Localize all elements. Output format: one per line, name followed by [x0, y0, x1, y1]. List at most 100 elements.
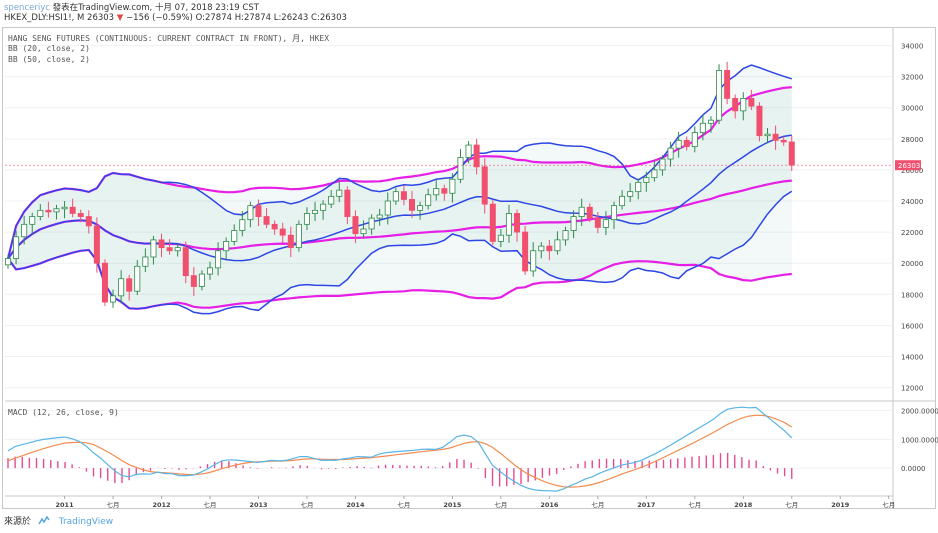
price-tick-label: 34000 [901, 43, 923, 51]
candle-up [659, 158, 666, 171]
candle-up [602, 219, 609, 228]
candle-up [465, 144, 472, 158]
candle-up [118, 278, 125, 297]
candle-down [255, 205, 262, 217]
footer: 來源於 TradingView [4, 514, 113, 527]
candle-up [740, 98, 747, 112]
candle-up [336, 189, 343, 197]
tradingview-logo-icon [38, 516, 50, 525]
candle-up [578, 206, 585, 217]
candle-down [724, 70, 731, 99]
candle-down [69, 206, 76, 214]
candle-up [150, 239, 157, 258]
macd-axis: 0.0000 1000.0000 2000.0000 [901, 408, 938, 474]
candle-up [457, 157, 464, 180]
price-tick-label: 32000 [901, 74, 923, 82]
candle-up [643, 177, 650, 183]
candle-up [295, 223, 302, 249]
candle-down [408, 199, 415, 211]
candle-up [392, 191, 399, 202]
candle-up [53, 208, 60, 213]
candle-up [611, 205, 618, 221]
candle-down [271, 223, 278, 230]
candle-down [287, 234, 294, 249]
candle-up [449, 178, 456, 194]
candle-up [29, 216, 36, 225]
candle-up [505, 213, 512, 236]
macd-legend: MACD (12, 26, close, 9) [8, 408, 119, 417]
candle-down [772, 133, 779, 141]
publish-info: 發表在TradingView.com, 十月 07, 2018 23:19 CS… [52, 3, 259, 13]
candle-up [538, 245, 545, 252]
signal-line [7, 414, 793, 488]
candle-up [247, 205, 254, 221]
candle-down [352, 216, 359, 235]
price-tick-label: 22000 [901, 229, 923, 237]
candle-down [756, 105, 763, 137]
chart-header: spenceriyc 發表在TradingView.com, 十月 07, 20… [0, 0, 938, 26]
bb50-legend: BB (50, close, 2) [8, 55, 90, 64]
bb20-mid-line [7, 134, 792, 262]
candle-down [400, 191, 407, 200]
candle-up [417, 205, 424, 211]
time-tick-label: 七月 [591, 500, 604, 509]
source-label: 來源於 [4, 517, 32, 527]
candle-up [215, 250, 222, 269]
macd-line [7, 406, 793, 492]
candle-up [562, 230, 569, 241]
time-tick-label: 2019 [831, 501, 850, 509]
bollinger-bands [6, 64, 793, 315]
candle-up [651, 169, 658, 179]
candle-down [489, 203, 496, 242]
candle-up [360, 228, 367, 235]
bollinger-band-fill [8, 65, 792, 314]
candle-up [530, 250, 537, 272]
candle-down [126, 278, 133, 292]
candle-up [384, 200, 391, 216]
time-axis: 2011 七月 2012 七月 2013 七月 2014 七月 2015 七月 2016 七月 2017… [5, 495, 895, 509]
symbol-label: HKEX_DLY:HSI1!, M [4, 13, 85, 23]
candle-up [675, 139, 682, 149]
price-tick-label: 20000 [901, 260, 923, 268]
price-tick-label: 18000 [901, 291, 923, 299]
candle-up [667, 147, 674, 160]
bb20-lo-line [7, 190, 793, 315]
candle-up [570, 216, 577, 231]
candle-up [239, 219, 246, 231]
candle-up [328, 195, 335, 205]
candle-down [158, 239, 165, 249]
candle-up [425, 194, 432, 207]
brand-link[interactable]: TradingView [58, 517, 114, 527]
candle-up [223, 241, 230, 252]
candle-up [174, 247, 181, 252]
time-tick-label: 2013 [249, 501, 267, 509]
bollinger-fill [8, 65, 792, 314]
candle-down [45, 209, 52, 213]
candle-down [85, 216, 92, 227]
price-axis: 12000 14000 16000 18000 20000 22000 24000 26000… [5, 43, 923, 393]
time-tick-label: 2015 [443, 501, 462, 509]
price-change: −156 (−0.59%) [126, 13, 193, 23]
price-tick-label: 12000 [901, 385, 923, 393]
time-tick-label: 2018 [734, 501, 753, 509]
candle-up [554, 239, 561, 252]
macd-tick-label: 2000.0000 [901, 408, 938, 416]
candle-up [627, 191, 634, 197]
author-name[interactable]: spenceriyc [4, 3, 50, 13]
candle-up [303, 213, 310, 225]
candle-down [586, 206, 593, 219]
candle-down [279, 228, 286, 236]
price-tick-label: 16000 [901, 322, 923, 330]
candle-down [344, 189, 351, 217]
macd-plot [7, 406, 793, 492]
candle-up [433, 188, 440, 196]
macd-tick-label: 0.0000 [901, 465, 926, 473]
chart-title: HANG SENG FUTURES (CONTINUOUS: CURRENT C… [8, 34, 330, 43]
price-tick-label: 24000 [901, 198, 923, 206]
candle-up [61, 206, 68, 210]
candle-up [707, 119, 714, 124]
time-tick-label: 2017 [637, 501, 655, 509]
price-grid [5, 28, 936, 508]
candlesticks [5, 61, 795, 308]
